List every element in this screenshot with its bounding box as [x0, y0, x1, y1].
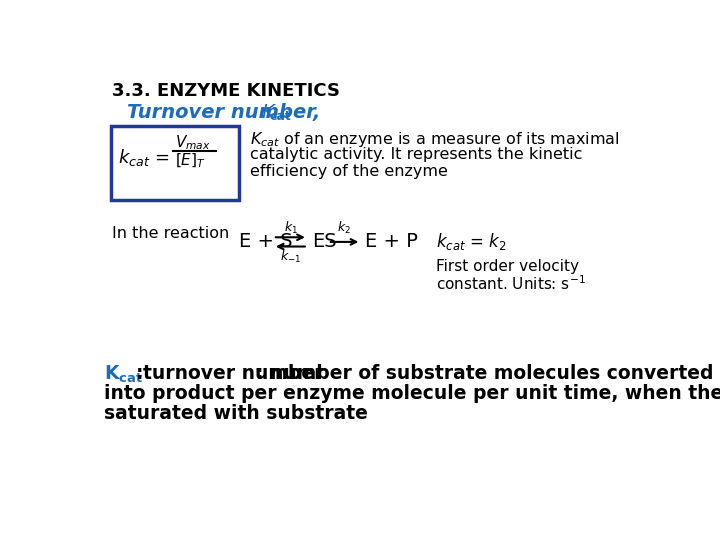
Text: $\it{K}$: $\it{K}$ — [261, 103, 277, 122]
Text: catalytic activity. It represents the kinetic: catalytic activity. It represents the ki… — [251, 147, 582, 162]
Text: $\mathbf{K_{cat}}$: $\mathbf{K_{cat}}$ — [104, 363, 143, 385]
Text: into product per enzyme molecule per unit time, when the enzyme is: into product per enzyme molecule per uni… — [104, 383, 720, 403]
Text: $[E]_T$: $[E]_T$ — [175, 152, 206, 170]
FancyBboxPatch shape — [111, 126, 239, 200]
Text: E + S: E + S — [239, 232, 292, 252]
Text: $k_{cat}$ =: $k_{cat}$ = — [118, 147, 169, 168]
Text: :: : — [137, 363, 150, 382]
Text: $k_{-1}$: $k_{-1}$ — [280, 249, 302, 265]
Text: $k_2$: $k_2$ — [336, 220, 351, 236]
Text: ES: ES — [312, 232, 337, 252]
Text: saturated with substrate: saturated with substrate — [104, 403, 368, 423]
Text: constant. Units: s$^{-1}$: constant. Units: s$^{-1}$ — [436, 274, 586, 293]
Text: $V_{max}$: $V_{max}$ — [175, 133, 211, 152]
Text: $k_1$: $k_1$ — [284, 220, 297, 236]
Text: 3.3. ENZYME KINETICS: 3.3. ENZYME KINETICS — [112, 82, 340, 100]
Text: $k_{cat}$ = $k_2$: $k_{cat}$ = $k_2$ — [436, 232, 507, 252]
Text: $K_{cat}$ of an enzyme is a measure of its maximal: $K_{cat}$ of an enzyme is a measure of i… — [251, 130, 620, 149]
Text: turnover number: turnover number — [143, 363, 324, 382]
Text: E + P: E + P — [365, 232, 418, 252]
Text: efficiency of the enzyme: efficiency of the enzyme — [251, 164, 449, 179]
Text: cat: cat — [269, 110, 291, 123]
Text: In the reaction: In the reaction — [112, 226, 229, 241]
Text: First order velocity: First order velocity — [436, 259, 580, 274]
Text: Turnover number,: Turnover number, — [127, 103, 328, 122]
Text: : number of substrate molecules converted: : number of substrate molecules converte… — [256, 363, 714, 382]
